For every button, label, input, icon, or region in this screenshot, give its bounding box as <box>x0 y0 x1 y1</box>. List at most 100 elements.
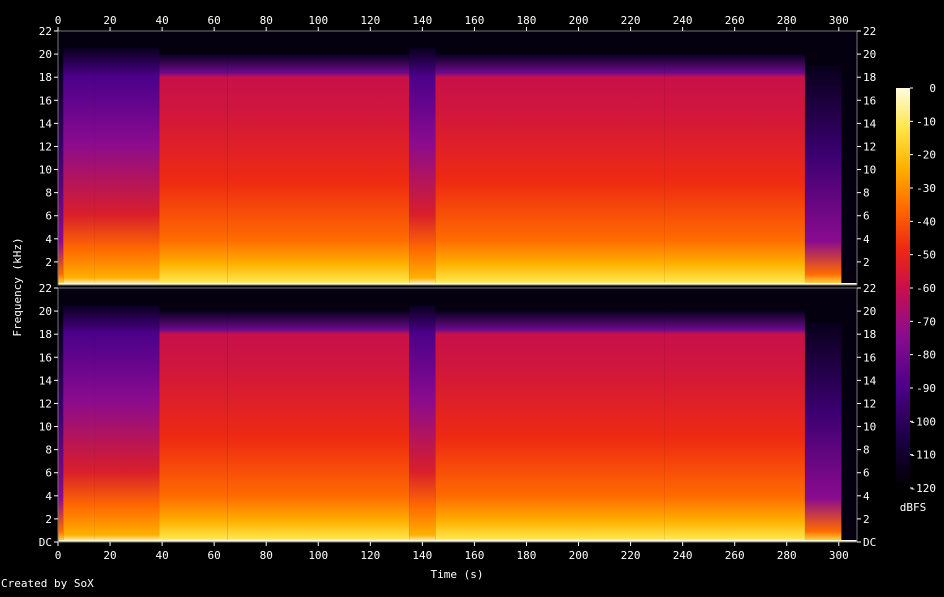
x-tick-label-top: 100 <box>308 14 328 27</box>
y-tick-label-left: DC <box>39 536 52 549</box>
y-tick-label-right: 22 <box>863 25 876 38</box>
x-tick-label-bottom: 100 <box>308 549 328 562</box>
colorbar-tick-label: -100 <box>910 415 937 428</box>
segment-low <box>804 65 842 286</box>
y-tick-label-left: 8 <box>45 187 52 200</box>
y-tick-label-right: 6 <box>863 210 870 223</box>
x-tick-label-bottom: 60 <box>208 549 221 562</box>
segment-high <box>435 311 665 542</box>
x-tick-label-top: 160 <box>464 14 484 27</box>
y-tick-label-left: 20 <box>39 305 52 318</box>
x-tick-label-top: 280 <box>777 14 797 27</box>
segment-mid <box>409 305 436 542</box>
y-tick-label-right: 6 <box>863 467 870 480</box>
y-tick-label-right: 18 <box>863 328 876 341</box>
y-tick-label-right: DC <box>863 536 876 549</box>
colorbar-tick-label: -90 <box>916 382 936 395</box>
y-tick-label-left: 16 <box>39 351 52 364</box>
dc-band <box>58 540 857 542</box>
y-tick-label-right: 2 <box>863 256 870 269</box>
y-tick-label-right: 10 <box>863 421 876 434</box>
segment-mid <box>94 48 160 286</box>
x-tick-label-bottom: 20 <box>103 549 116 562</box>
colorbar-tick-label: -80 <box>916 349 936 362</box>
y-tick-label-right: 12 <box>863 140 876 153</box>
colorbar-label: dBFS <box>900 501 927 514</box>
x-tick-label-top: 180 <box>517 14 537 27</box>
panel-frame <box>57 30 858 286</box>
x-tick-label-top: 0 <box>55 14 62 27</box>
colorbar-tick-label: -120 <box>910 482 937 495</box>
segment-low <box>804 322 842 542</box>
y-tick-label-right: 18 <box>863 71 876 84</box>
y-tick-label-left: 18 <box>39 328 52 341</box>
x-tick-label-top: 220 <box>621 14 641 27</box>
segment-high <box>159 54 228 285</box>
y-tick-label-right: 16 <box>863 94 876 107</box>
segment-high <box>664 54 805 285</box>
segment-mid <box>63 305 95 542</box>
y-tick-label-left: 10 <box>39 164 52 177</box>
segment-low <box>58 65 64 286</box>
spectrogram-panels <box>57 30 858 543</box>
y-tick-label-left: 16 <box>39 94 52 107</box>
y-tick-label-right: 4 <box>863 490 870 503</box>
colorbar-tick-label: -40 <box>916 215 936 228</box>
x-tick-label-top: 140 <box>412 14 432 27</box>
y-axis-label: Frequency (kHz) <box>11 237 24 336</box>
x-axis-bottom: 0 20 40 60 80 100 120 140 160 180 200 220 240 260 280 3… <box>55 542 849 562</box>
y-tick-label-left: 14 <box>39 374 53 387</box>
credit-text: Created by SoX <box>1 577 94 590</box>
colorbar-tick-label: 0 <box>929 82 936 95</box>
segment-high <box>159 311 228 542</box>
x-tick-label-top: 300 <box>829 14 849 27</box>
x-tick-label-top: 20 <box>103 14 116 27</box>
x-tick-label-bottom: 0 <box>55 549 62 562</box>
x-tick-label-top: 60 <box>208 14 221 27</box>
colorbar-tick-label: -30 <box>916 182 936 195</box>
x-tick-label-bottom: 140 <box>412 549 432 562</box>
x-tick-label-bottom: 240 <box>673 549 693 562</box>
segment-mid <box>63 48 95 286</box>
segment-low <box>58 322 64 542</box>
y-tick-label-right: 20 <box>863 305 876 318</box>
dc-band <box>58 283 857 285</box>
y-tick-label-right: 8 <box>863 187 870 200</box>
channel-panel-2 <box>57 287 858 543</box>
y-tick-label-left: 14 <box>39 117 53 130</box>
x-tick-label-top: 80 <box>260 14 273 27</box>
y-tick-label-left: 20 <box>39 48 52 61</box>
y-tick-label-right: 10 <box>863 164 876 177</box>
y-tick-label-left: 6 <box>45 467 52 480</box>
y-tick-label-left: 10 <box>39 421 52 434</box>
segment-high <box>664 311 805 542</box>
y-tick-label-left: 22 <box>39 282 52 295</box>
x-tick-label-top: 260 <box>725 14 745 27</box>
x-tick-label-bottom: 300 <box>829 549 849 562</box>
x-tick-label-bottom: 220 <box>621 549 641 562</box>
y-tick-label-right: 16 <box>863 351 876 364</box>
colorbar-gradient <box>896 88 910 488</box>
x-tick-label-bottom: 40 <box>155 549 168 562</box>
y-tick-label-right: 12 <box>863 397 876 410</box>
x-tick-label-top: 40 <box>155 14 168 27</box>
y-tick-label-left: 2 <box>45 256 52 269</box>
segment-mid <box>409 48 436 286</box>
colorbar-tick-label: -70 <box>916 315 936 328</box>
y-tick-label-left: 18 <box>39 71 52 84</box>
panel-frame <box>57 287 858 543</box>
colorbar-tick-label: -50 <box>916 249 936 262</box>
y-tick-label-right: 14 <box>863 374 877 387</box>
segment-high <box>227 311 410 542</box>
x-axis-label: Time (s) <box>431 568 484 581</box>
colorbar-tick-label: -20 <box>916 149 936 162</box>
y-tick-label-left: 12 <box>39 397 52 410</box>
x-tick-label-bottom: 80 <box>260 549 273 562</box>
y-tick-label-left: 8 <box>45 444 52 457</box>
segment-mid <box>94 305 160 542</box>
y-tick-label-right: 4 <box>863 233 870 246</box>
colorbar-tick-label: -110 <box>910 449 937 462</box>
y-tick-label-right: 22 <box>863 282 876 295</box>
